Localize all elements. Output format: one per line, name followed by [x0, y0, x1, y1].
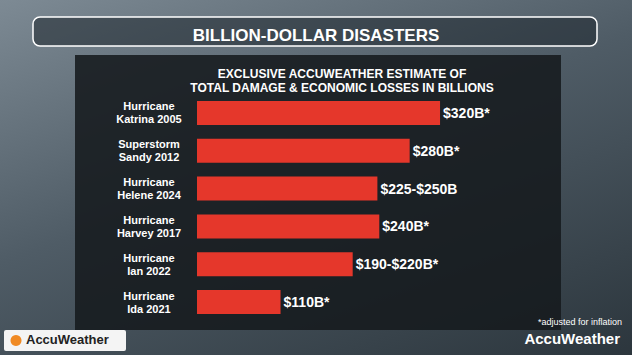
svg-text:$225-$250B: $225-$250B	[380, 181, 457, 197]
svg-text:BILLION-DOLLAR DISASTERS: BILLION-DOLLAR DISASTERS	[193, 26, 440, 45]
svg-text:$320B*: $320B*	[443, 105, 490, 121]
svg-text:Katrina 2005: Katrina 2005	[116, 113, 181, 125]
svg-text:Hurricane: Hurricane	[123, 290, 174, 302]
svg-text:TOTAL DAMAGE & ECONOMIC LOSSES: TOTAL DAMAGE & ECONOMIC LOSSES IN BILLIO…	[190, 81, 493, 95]
svg-text:Ida 2021: Ida 2021	[127, 303, 170, 315]
svg-text:Hurricane: Hurricane	[123, 214, 174, 226]
svg-text:AccuWeather: AccuWeather	[26, 332, 109, 347]
svg-text:Helene 2024: Helene 2024	[117, 189, 181, 201]
svg-text:Hurricane: Hurricane	[123, 252, 174, 264]
svg-text:Sandy 2012: Sandy 2012	[119, 151, 180, 163]
svg-text:$110B*: $110B*	[284, 294, 330, 310]
svg-text:$280B*: $280B*	[413, 143, 460, 159]
svg-text:Hurricane: Hurricane	[123, 176, 174, 188]
svg-text:Superstorm: Superstorm	[118, 138, 180, 150]
svg-text:AccuWeather: AccuWeather	[524, 330, 620, 347]
svg-text:Hurricane: Hurricane	[123, 100, 174, 112]
svg-text:$190-$220B*: $190-$220B*	[356, 256, 439, 272]
svg-text:EXCLUSIVE ACCUWEATHER ESTIMATE: EXCLUSIVE ACCUWEATHER ESTIMATE OF	[218, 67, 466, 81]
svg-text:Ian 2022: Ian 2022	[127, 265, 170, 277]
svg-text:$240B*: $240B*	[382, 218, 429, 234]
svg-text:Harvey 2017: Harvey 2017	[117, 227, 181, 239]
svg-text:*adjusted for inflation: *adjusted for inflation	[538, 317, 622, 327]
